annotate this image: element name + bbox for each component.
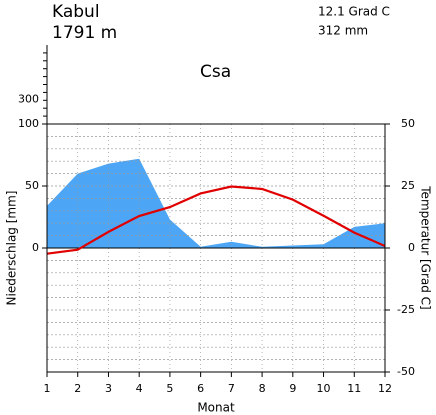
x-tick-label: 10: [317, 382, 331, 395]
y-tick-label: 50: [25, 179, 39, 192]
x-tick-label: 7: [228, 382, 235, 395]
elevation: 1791 m: [52, 23, 117, 43]
y2-tick-label: -50: [397, 365, 415, 378]
x-tick-label: 2: [74, 382, 81, 395]
x-tick-label: 6: [197, 382, 204, 395]
annual-precipitation: 312 mm: [318, 24, 368, 38]
y2-tick-label: 25: [401, 179, 415, 192]
mean-temperature: 12.1 Grad C: [318, 5, 390, 19]
climate-class: Csa: [200, 62, 231, 82]
x-tick-label: 11: [347, 382, 361, 395]
x-axis-label: Monat: [197, 401, 235, 415]
x-tick-label: 12: [378, 382, 392, 395]
station-name: Kabul: [52, 2, 100, 22]
x-tick-label: 4: [136, 382, 143, 395]
y2-tick-label: -25: [397, 303, 415, 316]
y2-axis-label: Temperatur [Grad C]: [419, 185, 433, 309]
x-tick-label: 9: [289, 382, 296, 395]
y-tick-label: 300: [18, 93, 39, 106]
y-tick-label: 0: [32, 241, 39, 254]
temperature-line: [46, 185, 386, 255]
x-tick-label: 3: [105, 382, 112, 395]
x-tick-label: 1: [44, 382, 51, 395]
y-axis-label: Niederschlag [mm]: [5, 191, 19, 306]
precipitation-area: [47, 158, 385, 248]
x-tick-label: 5: [166, 382, 173, 395]
y-tick-label: 100: [18, 117, 39, 130]
y2-tick-label: 50: [401, 117, 415, 130]
y2-tick-label: 0: [408, 241, 415, 254]
x-tick-label: 8: [259, 382, 266, 395]
